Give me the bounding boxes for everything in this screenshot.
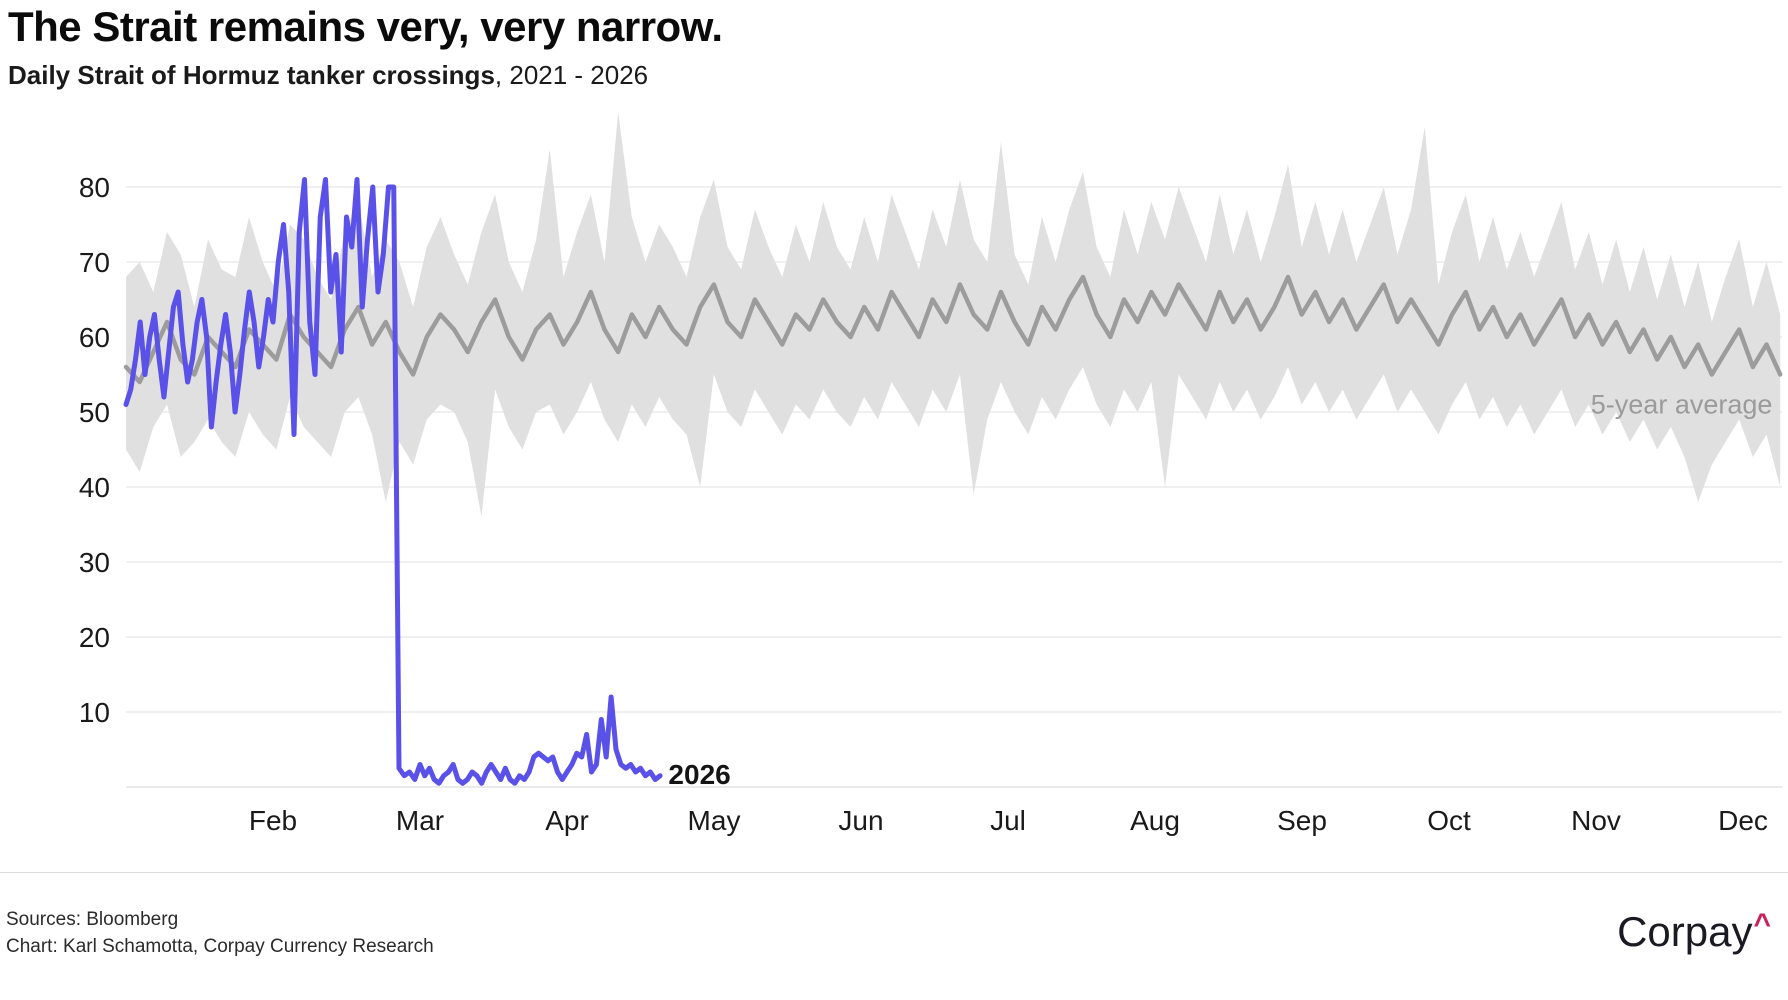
corpay-logo-text: Corpay [1617,908,1753,955]
corpay-logo: Corpay ^ [1617,908,1771,956]
chart-subtitle-main: Daily Strait of Hormuz tanker crossings [8,60,495,91]
annotation-5-year-average: 5-year average [1591,390,1773,420]
y-tick-label-20: 20 [79,622,110,653]
chart-header: The Strait remains very, very narrow. Da… [8,3,723,91]
y-tick-label-70: 70 [79,247,110,278]
y-tick-label-80: 80 [79,172,110,203]
y-tick-label-50: 50 [79,397,110,428]
x-tick-label-nov: Nov [1571,805,1621,836]
footer-divider [0,872,1788,873]
line-2026 [123,177,663,786]
x-tick-label-may: May [688,805,741,836]
x-tick-label-feb: Feb [249,805,297,836]
corpay-caret-icon: ^ [1753,908,1771,941]
y-axis-labels: 10 20 30 40 50 60 70 80 [79,172,110,728]
y-tick-label-60: 60 [79,322,110,353]
five-year-range-band [126,112,1781,517]
page-title: The Strait remains very, very narrow. [8,3,723,50]
x-axis-labels: Feb Mar Apr May Jun Jul Aug Sep Oct Nov Dec [249,805,1768,836]
y-tick-label-10: 10 [79,697,110,728]
y-tick-label-30: 30 [79,547,110,578]
x-tick-label-aug: Aug [1130,805,1180,836]
x-tick-label-apr: Apr [545,805,589,836]
footer-credits: Sources: Bloomberg Chart: Karl Schamotta… [6,906,434,960]
chart-subtitle-years: , 2021 - 2026 [494,60,649,91]
x-tick-label-mar: Mar [396,805,444,836]
y-tick-label-40: 40 [79,472,110,503]
credit-line: Chart: Karl Schamotta, Corpay Currency R… [6,936,434,957]
five-year-average-line [123,274,1783,385]
x-tick-label-sep: Sep [1277,805,1327,836]
chart-subtitle: Daily Strait of Hormuz tanker crossings,… [8,60,723,91]
x-tick-label-jul: Jul [990,805,1026,836]
x-tick-label-oct: Oct [1427,805,1471,836]
annotation-2026: 2026 [668,759,730,790]
sources-line: Sources: Bloomberg [6,909,179,930]
x-tick-label-dec: Dec [1718,805,1768,836]
x-tick-label-jun: Jun [838,805,883,836]
